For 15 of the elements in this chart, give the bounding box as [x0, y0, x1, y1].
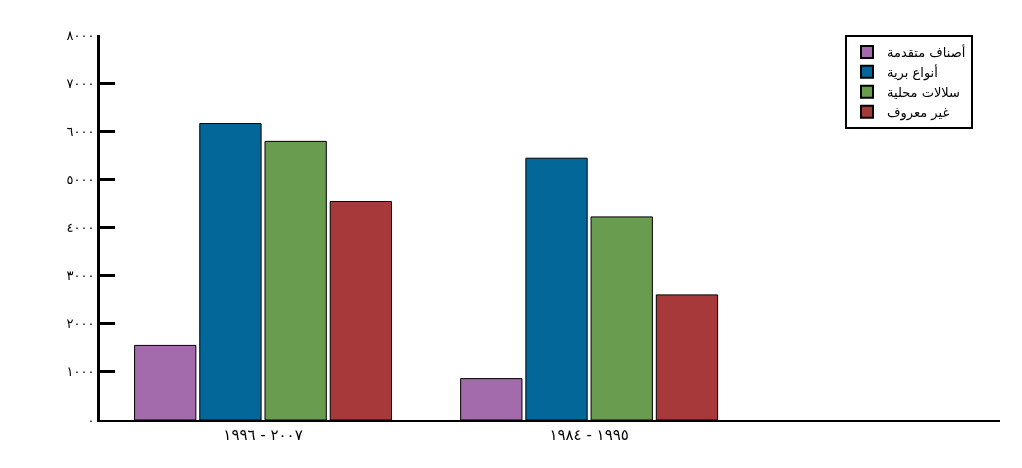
x-tick-label: ٢٠٠٧ - ١٩٩٦: [223, 426, 303, 444]
y-tick-label: ٥٠٠٠: [66, 171, 95, 187]
y-tick-label: ٠: [87, 412, 95, 428]
y-tick-label: ٣٠٠٠: [66, 268, 95, 284]
y-tick-label: ٤٠٠٠: [66, 220, 95, 236]
y-tick-label: ٧٠٠٠: [66, 75, 95, 91]
y-tick-label: ١٠٠٠: [66, 364, 95, 380]
y-tick-label: ٢٠٠٠: [66, 316, 95, 332]
legend-label: غير معروف: [887, 104, 950, 121]
x-tick-label: ١٩٩٥ - ١٩٨٤: [549, 426, 629, 444]
y-tick-label: ٦٠٠٠: [66, 123, 95, 139]
legend-label: سلالات محلية: [887, 84, 960, 100]
legend-label: أصناف متقدمة: [887, 44, 966, 61]
y-tick-label: ٨٠٠٠: [66, 27, 95, 43]
legend-label: أنواع برية: [887, 63, 938, 81]
